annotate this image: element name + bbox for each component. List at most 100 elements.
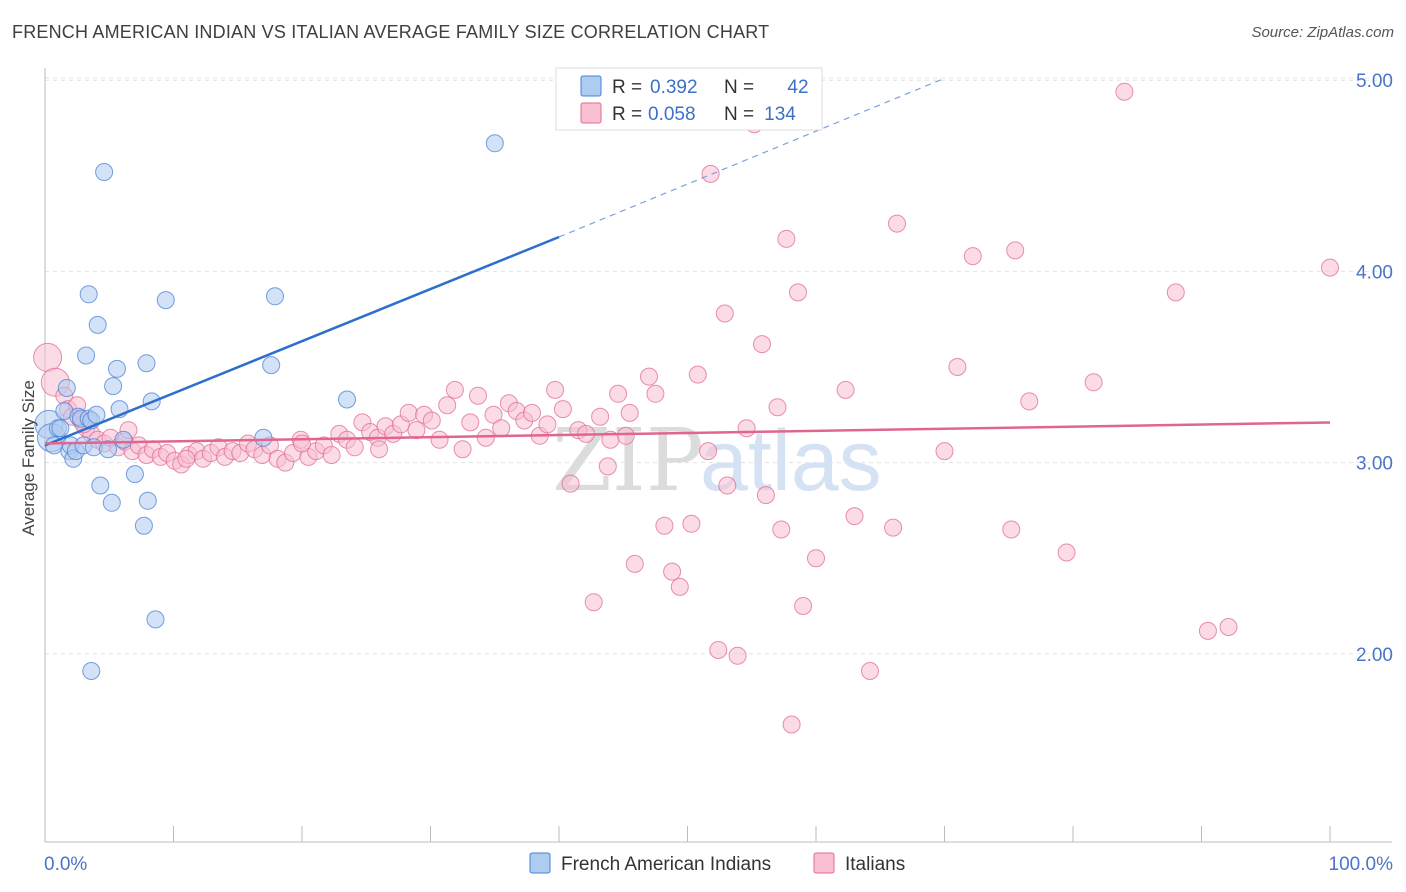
point-italian xyxy=(718,476,737,495)
point-french-american-indian xyxy=(108,359,126,378)
legend-box: R = 0.392 N = 42 R = 0.058 N = 134 xyxy=(555,67,823,131)
legend-r-label-2: R = xyxy=(612,104,642,125)
point-italian xyxy=(715,304,734,323)
point-italian xyxy=(709,641,728,659)
point-italian xyxy=(584,593,603,612)
axes xyxy=(44,68,1392,843)
point-italian xyxy=(422,411,441,430)
source-credit: Source: ZipAtlas.com xyxy=(1251,24,1394,41)
point-italian xyxy=(616,426,635,445)
point-italian xyxy=(546,380,565,399)
point-french-american-indian xyxy=(91,476,110,495)
point-italian xyxy=(625,554,644,573)
point-italian xyxy=(688,365,707,384)
point-italian xyxy=(655,516,674,535)
bottom-legend-swatch-french xyxy=(529,852,551,874)
legend-r-value-1: 0.392 xyxy=(650,77,698,98)
point-italian xyxy=(768,398,787,417)
point-italian xyxy=(670,577,689,596)
trend-line-italians xyxy=(44,421,1331,445)
point-italian xyxy=(469,386,487,405)
point-italian xyxy=(646,384,665,403)
y-axis-label: Average Family Size xyxy=(19,380,38,536)
trend-line-french xyxy=(44,235,560,447)
bottom-legend-swatch-italians xyxy=(813,852,835,874)
point-italian xyxy=(963,247,982,266)
point-french-american-indian xyxy=(262,356,281,375)
point-italian xyxy=(476,428,495,447)
bottom-legend-label-french: French American Indians xyxy=(561,854,771,875)
point-italian xyxy=(807,549,825,568)
point-french-american-indian xyxy=(137,354,156,373)
point-italian xyxy=(1057,543,1076,562)
point-italian xyxy=(888,214,906,233)
point-italian xyxy=(598,457,617,476)
point-french-american-indian xyxy=(338,390,356,409)
legend-n-value-2: 134 xyxy=(764,104,796,125)
point-italian xyxy=(370,440,389,459)
y-tick-label: 3.00 xyxy=(1356,454,1393,475)
point-italian xyxy=(620,403,639,422)
point-italian xyxy=(609,384,628,403)
point-italian xyxy=(845,507,864,526)
point-french-american-indian xyxy=(57,379,76,397)
y-tick-labels: 2.00 3.00 4.00 5.00 xyxy=(1356,71,1393,666)
point-italian xyxy=(782,715,801,734)
point-french-american-indian xyxy=(138,491,157,510)
point-italian xyxy=(1006,241,1025,260)
point-italian xyxy=(177,449,196,468)
legend-swatch-italians xyxy=(580,102,602,124)
legend-n-label-2: N = xyxy=(724,104,754,125)
point-italian xyxy=(561,474,580,493)
point-french-american-indian xyxy=(88,315,107,334)
point-italian xyxy=(789,283,807,302)
point-french-american-indian xyxy=(156,291,175,310)
x-tick-label-max: 100.0% xyxy=(1329,854,1394,875)
point-italian xyxy=(753,335,771,354)
x-tick-labels: 0.0% 100.0% xyxy=(44,854,1393,875)
point-italian xyxy=(1002,520,1021,539)
point-french-american-indian xyxy=(266,287,284,306)
point-italian xyxy=(935,442,954,461)
point-italian xyxy=(399,403,418,422)
point-italian xyxy=(728,646,747,665)
point-italian xyxy=(492,419,511,438)
legend-swatch-french xyxy=(580,75,602,97)
point-italian xyxy=(663,562,682,581)
legend-n-label-1: N = xyxy=(724,77,754,98)
legend-n-value-1: 42 xyxy=(787,77,808,98)
point-italian xyxy=(948,358,967,376)
x-tick-label-min: 0.0% xyxy=(44,854,87,875)
point-french-american-indian xyxy=(87,405,106,424)
point-french-american-indian xyxy=(114,430,133,449)
grid-lines xyxy=(45,77,1390,655)
y-tick-label: 5.00 xyxy=(1356,71,1393,92)
point-french-american-indian xyxy=(99,440,117,459)
chart-title: FRENCH AMERICAN INDIAN VS ITALIAN AVERAG… xyxy=(12,22,770,42)
point-italian xyxy=(553,400,572,419)
y-tick-label: 4.00 xyxy=(1356,262,1393,283)
point-french-american-indian xyxy=(95,163,114,181)
point-french-american-indian xyxy=(79,285,98,304)
point-italian xyxy=(445,380,464,399)
point-italian xyxy=(1115,82,1134,101)
point-italian xyxy=(772,520,791,539)
point-italian xyxy=(1321,258,1339,277)
bottom-legend: French American Indians Italians xyxy=(529,852,905,875)
point-italian xyxy=(861,662,879,680)
point-italian xyxy=(33,342,63,372)
point-french-american-indian xyxy=(104,377,123,396)
point-italian xyxy=(884,518,903,537)
point-french-american-indian xyxy=(254,428,273,447)
trend-lines xyxy=(44,77,1331,447)
point-italian xyxy=(461,413,480,432)
point-italian xyxy=(1020,392,1039,411)
trend-line-french-extension xyxy=(558,77,945,238)
point-italian xyxy=(1166,283,1185,302)
point-italian xyxy=(737,419,756,438)
point-italian xyxy=(756,486,775,505)
point-italian xyxy=(523,403,541,422)
point-italian xyxy=(1084,373,1103,392)
point-italian xyxy=(699,442,718,461)
